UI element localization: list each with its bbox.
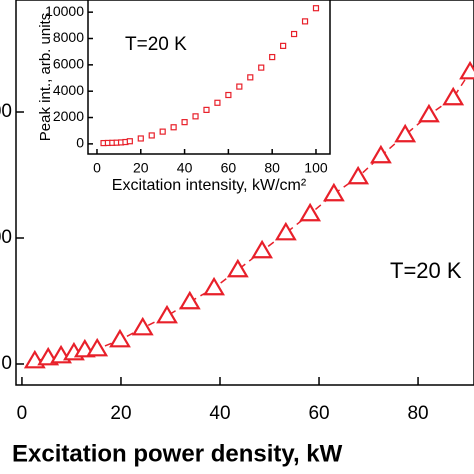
x-tick-label: 60 (221, 160, 237, 176)
y-tick-label: 8000 (0, 101, 12, 122)
marker (109, 328, 131, 348)
marker (170, 124, 177, 131)
y-tick-label: 0 (76, 135, 84, 151)
marker (156, 304, 178, 324)
x-tick-label: 100 (304, 160, 328, 176)
marker (247, 74, 254, 81)
marker (322, 182, 345, 202)
marker (203, 276, 225, 296)
marker (148, 132, 155, 139)
y-tick-label: 8000 (53, 29, 84, 45)
marker (181, 119, 188, 126)
y-axis-title: Peak int., arb. units (37, 13, 54, 141)
x-tick-label: 20 (133, 160, 149, 176)
x-axis-title: Excitation intensity, kW/cm² (112, 177, 307, 194)
marker (159, 128, 166, 135)
marker (312, 5, 320, 12)
marker (226, 258, 249, 278)
y-tick-label: 4000 (53, 82, 84, 98)
marker (236, 83, 243, 90)
marker (394, 123, 417, 143)
y-tick-label: 0 (1, 353, 12, 374)
marker (459, 60, 474, 80)
y-tick-label: 6000 (53, 56, 84, 72)
marker (258, 64, 265, 71)
marker (347, 165, 370, 185)
marker (225, 91, 232, 99)
marker (442, 86, 465, 106)
marker (369, 144, 392, 164)
marker (192, 113, 199, 120)
marker (418, 103, 440, 123)
marker (301, 18, 309, 25)
series-line (34, 71, 471, 362)
y-tick-label: 2000 (53, 108, 84, 124)
marker (131, 316, 154, 336)
marker (178, 290, 201, 310)
x-tick-label: 80 (264, 160, 280, 176)
x-tick-label: 20 (110, 403, 131, 424)
annotation: T=20 K (125, 34, 187, 55)
marker (214, 99, 221, 106)
marker (290, 30, 298, 38)
marker (86, 337, 109, 357)
marker (269, 53, 276, 61)
annotation: T=20 K (390, 258, 462, 283)
x-tick-label: 80 (407, 403, 428, 424)
marker (274, 221, 297, 241)
y-tick-label: 4000 (0, 227, 12, 248)
plot-frame (87, 0, 331, 155)
marker (203, 106, 210, 113)
x-tick-label: 40 (177, 160, 193, 176)
marker (299, 202, 322, 222)
x-tick-label: 60 (308, 403, 329, 424)
marker (137, 135, 144, 142)
marker (251, 239, 274, 259)
x-tick-label: 0 (17, 403, 28, 424)
y-tick-label: 10000 (45, 3, 84, 19)
marker (126, 138, 133, 145)
x-tick-label: 0 (93, 160, 101, 176)
marker (280, 42, 287, 49)
x-axis-title: Excitation power density, kW (12, 440, 343, 467)
x-tick-label: 40 (209, 403, 230, 424)
